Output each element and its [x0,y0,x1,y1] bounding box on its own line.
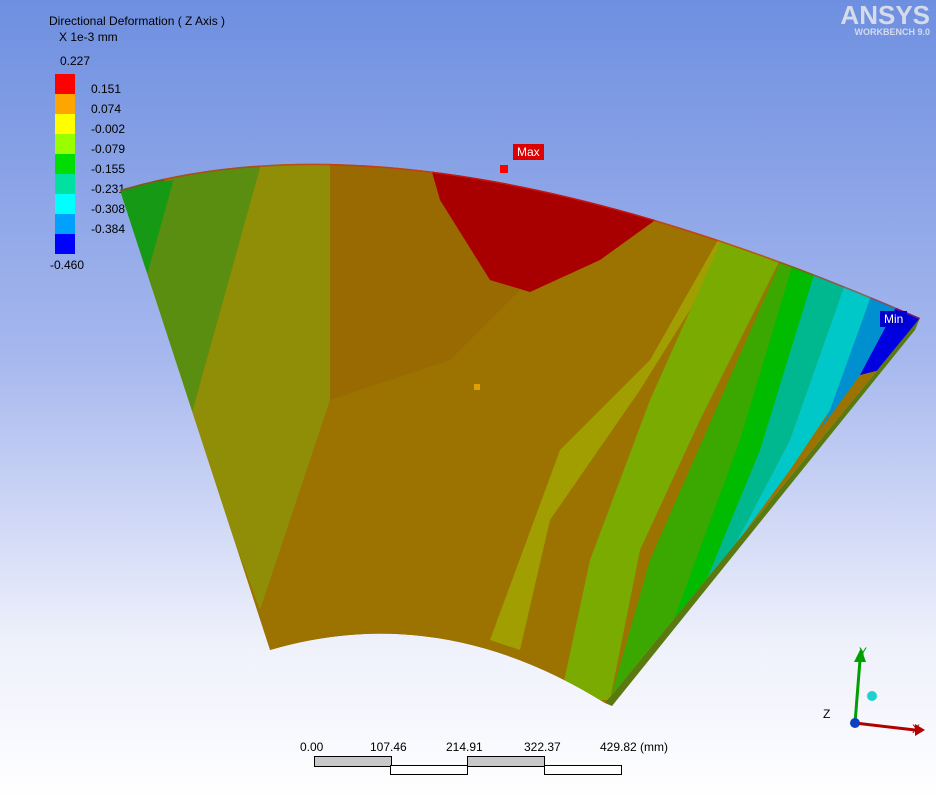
legend-swatch [55,194,75,214]
result-title: Directional Deformation ( Z Axis ) [49,14,226,28]
legend-label: -0.308 [91,202,126,216]
scale-segment [544,765,622,775]
node-marker [474,384,480,390]
legend-swatch [55,74,75,94]
legend-swatch [55,214,75,234]
legend-swatch [55,94,75,114]
legend-swatch [55,134,75,154]
legend-swatch [55,154,75,174]
scale-tick: 214.91 [446,740,483,754]
logo-product: WORKBENCH 9.0 [854,27,930,37]
legend-label: -0.002 [91,122,126,136]
legend-label: 0.151 [91,82,122,96]
legend-swatch [55,234,75,254]
scale-tick: 107.46 [370,740,407,754]
scale-bar: 0.00 107.46 214.91 322.37 429.82 (mm) [300,740,720,780]
legend-swatch [55,174,75,194]
ansys-logo: ANSYS WORKBENCH 9.0 [840,2,930,37]
scale-segment [390,765,468,775]
legend-label: -0.079 [91,142,126,156]
legend-max-value: 0.227 [60,54,91,68]
scale-tick: 429.82 (mm) [600,740,669,754]
legend-labels: 0.151 0.074 -0.002 -0.079 -0.155 -0.231 … [91,82,125,242]
scale-segment [467,756,545,767]
logo-brand: ANSYS [840,0,930,30]
legend-label: -0.231 [91,182,126,196]
triad-x-label: X [912,722,921,736]
triad-z-label: Z [823,707,831,721]
max-point [500,165,508,173]
legend-swatch [55,114,75,134]
legend-label: -0.155 [91,162,126,176]
min-marker[interactable]: Min [880,311,908,327]
triad-y-label: Y [859,645,868,659]
scale-segment [314,756,392,767]
legend-label: 0.074 [91,102,122,116]
legend-label: -0.384 [91,222,126,236]
legend-min-value: -0.460 [50,258,85,272]
scale-tick: 0.00 [300,740,324,754]
max-marker[interactable]: Max [513,144,544,160]
legend-color-scale [55,74,75,254]
result-units: X 1e-3 mm [59,30,118,44]
axis-triad[interactable] [820,640,930,740]
scale-tick: 322.37 [524,740,561,754]
